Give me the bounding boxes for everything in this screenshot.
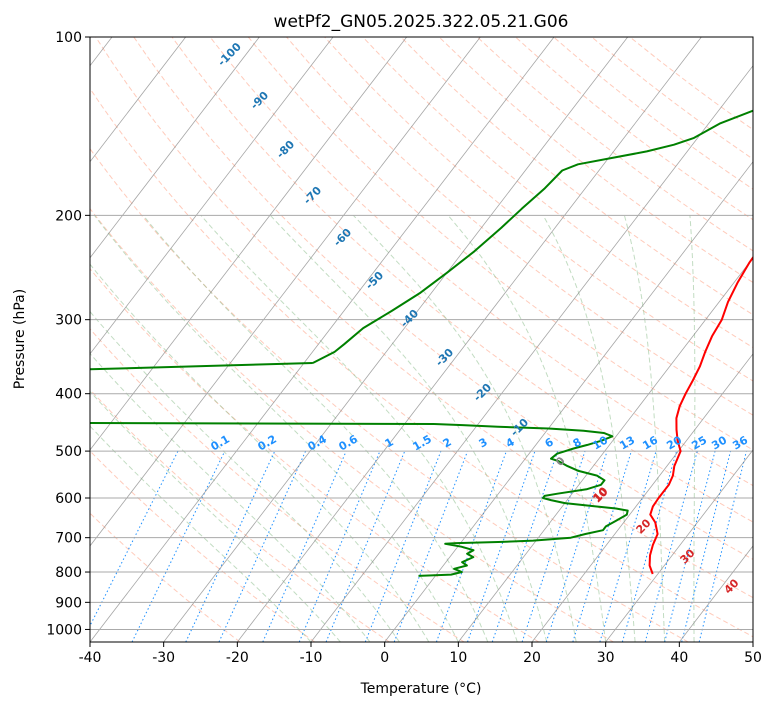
isotherm-line — [531, 353, 753, 642]
mixing-ratio-line — [599, 450, 657, 642]
mixing-ratio-line — [491, 450, 559, 642]
isotherm-line — [90, 37, 334, 355]
dry-adiabat-line — [95, 37, 753, 599]
moist-adiabat-line — [90, 263, 430, 642]
mixing-ratio-line — [262, 450, 347, 642]
isotherm-line — [384, 161, 753, 642]
isotherm-line — [90, 37, 555, 642]
mixing-ratio-line — [435, 450, 507, 642]
y-tick-label: 400 — [55, 387, 82, 403]
moist-adiabat-line — [90, 390, 341, 642]
moist-adiabat-line — [623, 215, 666, 642]
moist-adiabat-line — [90, 310, 400, 642]
mixing-ratio-line — [644, 450, 698, 642]
y-tick-label: 700 — [55, 531, 82, 547]
dry-adiabat-line — [324, 37, 753, 382]
dry-adiabat-line — [438, 37, 753, 284]
x-tick-label: -40 — [79, 650, 102, 666]
dry-adiabat-line — [90, 207, 614, 642]
x-tick-label: -10 — [300, 650, 323, 666]
y-tick-label: 100 — [55, 30, 82, 46]
temperature-profile-line — [648, 255, 753, 575]
mixing-ratio-line — [664, 450, 716, 642]
isotherm-line — [90, 37, 260, 259]
plot-background — [90, 37, 753, 642]
dry-adiabat-line — [90, 388, 390, 642]
dry-adiabat-line — [171, 37, 753, 523]
isotherm-line — [90, 37, 481, 547]
isotherm-line — [90, 37, 408, 451]
moist-adiabat-line — [269, 214, 548, 642]
mixing-ratio-line — [325, 450, 406, 642]
x-axis-label: Temperature (°C) — [360, 681, 482, 697]
mixing-ratio-line — [621, 450, 678, 642]
moist-adiabat-line — [90, 425, 312, 642]
background-lines — [90, 37, 753, 642]
moist-adiabat-line — [447, 214, 607, 642]
dry-adiabat-line — [90, 512, 241, 642]
mixing-ratio-line — [185, 450, 276, 642]
y-tick-label: 200 — [55, 208, 82, 224]
dewpoint-profile-line — [90, 421, 435, 425]
mixing-ratio-line — [298, 450, 381, 642]
dry-adiabat-line — [90, 87, 753, 638]
dry-adiabat-line — [400, 37, 753, 316]
isotherm-line — [605, 449, 753, 642]
x-tick-label: 40 — [670, 650, 688, 666]
moist-adiabat-line — [542, 215, 636, 642]
mixing-ratio-line — [467, 450, 536, 642]
isotherm-line — [310, 65, 753, 642]
y-tick-label: 300 — [55, 313, 82, 329]
y-tick-label: 600 — [55, 491, 82, 507]
mixing-ratio-line — [572, 450, 632, 642]
mixing-ratio-line — [521, 450, 586, 642]
x-tick-label: -20 — [226, 650, 249, 666]
isotherm-line — [90, 37, 187, 163]
moist-adiabat-line — [94, 214, 459, 642]
x-tick-label: -30 — [152, 650, 175, 666]
isotherm-line — [163, 37, 629, 642]
y-tick-label: 800 — [55, 565, 82, 581]
dewpoint-profile-line — [90, 361, 313, 371]
y-tick-label: 1000 — [46, 622, 82, 638]
x-tick-label: 30 — [597, 650, 615, 666]
x-tick-label: 10 — [449, 650, 467, 666]
dry-adiabat-line — [133, 37, 753, 560]
chart-title: wetPf2_GN05.2025.322.05.21.G06 — [274, 12, 569, 32]
mixing-ratio-line — [131, 450, 226, 642]
dry-adiabat-line — [90, 267, 540, 642]
x-axis-ticks: -40 -30 -20 -10 0 10 20 30 40 50 — [79, 642, 762, 666]
dry-adiabat-line — [90, 328, 465, 642]
profiles — [90, 109, 753, 577]
plot-frame — [89, 36, 754, 643]
y-axis-label: Pressure (hPa) — [12, 289, 28, 389]
dewpoint-profile-line — [418, 423, 629, 577]
dry-adiabat-line — [247, 37, 753, 451]
mixing-ratio-line — [218, 450, 307, 642]
isotherm-line — [237, 37, 702, 642]
y-axis-ticks: 100 200 300 400 500 600 700 800 900 1000 — [46, 30, 90, 638]
dry-adiabat-line — [90, 450, 315, 642]
mixing-ratio-line — [681, 450, 732, 642]
dewpoint-profile-line — [312, 109, 753, 364]
moist-adiabat-line — [689, 215, 696, 642]
x-tick-label: 20 — [523, 650, 541, 666]
moist-adiabat-line — [90, 352, 371, 642]
mixing-ratio-line — [698, 450, 747, 642]
moist-adiabat-line — [352, 214, 577, 642]
dry-adiabat-line — [286, 37, 753, 416]
y-tick-label: 900 — [55, 595, 82, 611]
y-tick-label: 500 — [55, 444, 82, 460]
x-tick-label: 0 — [380, 650, 389, 666]
x-tick-label: 50 — [744, 650, 762, 666]
